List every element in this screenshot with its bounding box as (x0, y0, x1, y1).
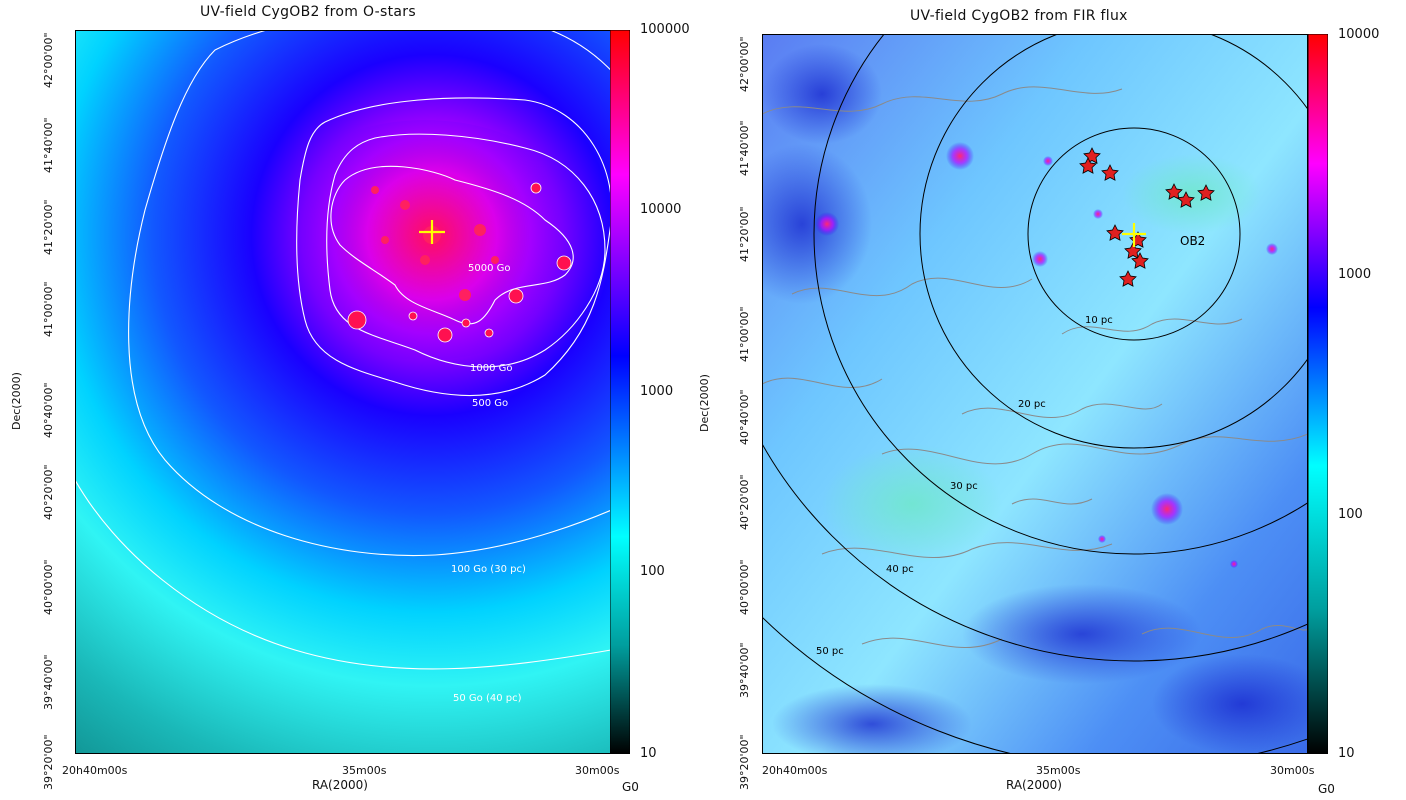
contour-label-50: 50 Go (40 pc) (453, 693, 522, 704)
circle-label-40pc: 40 pc (886, 564, 914, 575)
circle-label-10pc: 10 pc (1085, 315, 1113, 326)
right-y-tick-7: 39°40'00" (738, 642, 751, 698)
contour-label-500: 500 Go (472, 398, 508, 409)
right-cb-tick-2: 100 (1338, 507, 1363, 522)
right-x-tick-0: 20h40m00s (762, 764, 828, 777)
right-title: UV-field CygOB2 from FIR flux (910, 8, 1128, 24)
right-y-tick-0: 42°00'00" (738, 36, 751, 92)
circle-label-30pc: 30 pc (950, 481, 978, 492)
right-x-tick-2: 30m00s (1270, 764, 1315, 777)
right-y-tick-1: 41°40'00" (738, 120, 751, 176)
contour-label-1000: 1000 Go (470, 363, 513, 374)
right-cb-unit: G0 (1318, 782, 1335, 796)
contour-5000 (330, 165, 574, 325)
left-cb-tick-3: 100 (640, 564, 665, 579)
left-cb-tick-2: 1000 (640, 384, 674, 399)
left-x-tick-1: 35m00s (342, 764, 387, 777)
right-y-tick-2: 41°20'00" (738, 206, 751, 262)
left-y-tick-1: 41°40'00" (42, 117, 55, 173)
right-y-tick-8: 39°20'00" (738, 734, 751, 790)
left-y-tick-2: 41°20'00" (42, 199, 55, 255)
contour-1000 (326, 133, 606, 368)
left-y-tick-3: 41°00'00" (42, 281, 55, 337)
left-cb-tick-1: 10000 (640, 202, 682, 217)
right-cb-tick-0: 10000 (1338, 27, 1380, 42)
left-xlabel: RA(2000) (312, 778, 368, 792)
contour-label-100: 100 Go (30 pc) (451, 564, 526, 575)
left-y-tick-7: 39°40'00" (42, 654, 55, 710)
left-title: UV-field CygOB2 from O-stars (200, 4, 416, 20)
right-cb-tick-3: 10 (1338, 746, 1355, 761)
right-center-marker (1122, 223, 1146, 247)
right-xlabel: RA(2000) (1006, 778, 1062, 792)
left-colorbar (610, 30, 630, 754)
left-cb-tick-4: 10 (640, 746, 657, 761)
left-x-tick-2: 30m00s (575, 764, 620, 777)
right-ylabel: Dec(2000) (698, 374, 711, 432)
right-y-tick-4: 40°40'00" (738, 389, 751, 445)
left-cb-unit: G0 (622, 780, 639, 794)
right-colorbar (1308, 34, 1328, 754)
circle-label-20pc: 20 pc (1018, 399, 1046, 410)
cluster-label: OB2 (1180, 234, 1205, 248)
contour-50 (75, 479, 611, 670)
right-y-tick-3: 41°00'00" (738, 306, 751, 362)
right-x-tick-1: 35m00s (1036, 764, 1081, 777)
left-cb-tick-0: 100000 (640, 22, 690, 37)
contour-500 (296, 97, 611, 397)
left-ylabel: Dec(2000) (10, 372, 23, 430)
left-map: 5000 Go 1000 Go 500 Go 100 Go (30 pc) 50… (75, 30, 611, 754)
right-cb-tick-1: 1000 (1338, 267, 1372, 282)
contour-100 (128, 30, 611, 557)
left-y-tick-5: 40°20'00" (42, 464, 55, 520)
left-x-tick-0: 20h40m00s (62, 764, 128, 777)
contour-label-5000: 5000 Go (468, 263, 511, 274)
left-y-tick-4: 40°40'00" (42, 382, 55, 438)
left-y-tick-0: 42°00'00" (42, 32, 55, 88)
left-y-tick-6: 40°00'00" (42, 559, 55, 615)
center-marker (419, 220, 445, 244)
left-y-tick-8: 39°20'00" (42, 734, 55, 790)
right-map: 10 pc 20 pc 30 pc 40 pc 50 pc OB2 (762, 34, 1308, 754)
circle-label-50pc: 50 pc (816, 646, 844, 657)
right-y-tick-6: 40°00'00" (738, 559, 751, 615)
right-y-tick-5: 40°20'00" (738, 474, 751, 530)
